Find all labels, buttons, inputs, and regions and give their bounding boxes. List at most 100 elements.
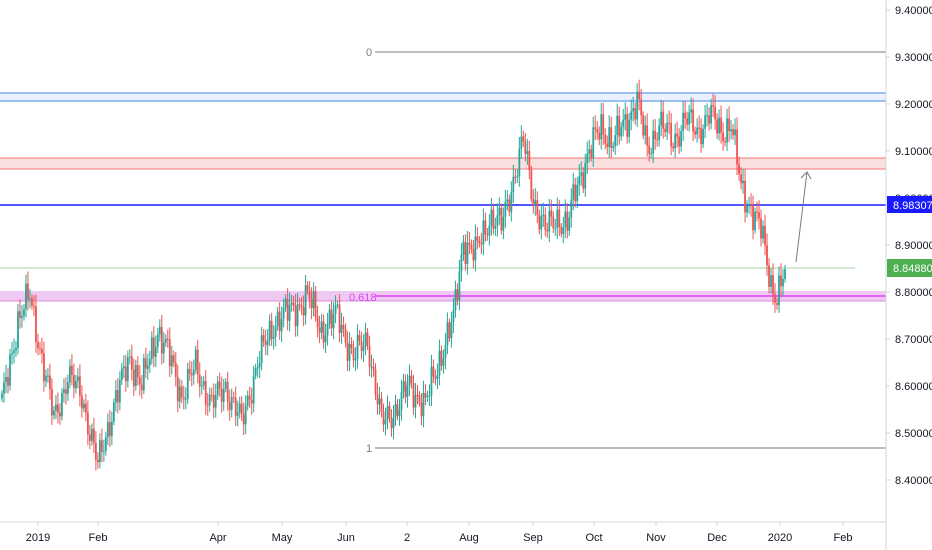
candle-down — [352, 347, 355, 361]
candle-up — [384, 419, 387, 425]
candle-up — [458, 271, 461, 301]
candle-down — [638, 91, 641, 100]
candle-down — [776, 302, 778, 305]
candle-down — [79, 376, 81, 396]
candle-down — [210, 394, 213, 396]
candle-up — [562, 227, 565, 234]
candle-up — [386, 406, 389, 420]
candle-up — [224, 381, 227, 389]
candle-down — [366, 332, 369, 347]
candle-down — [330, 309, 333, 329]
candle-down — [31, 298, 33, 306]
candle-down — [602, 114, 605, 135]
candle-up — [69, 365, 71, 383]
fib-label-0618: 0.618 — [349, 292, 377, 304]
candle-up — [61, 392, 63, 417]
candle-up — [354, 358, 357, 361]
candle-down — [698, 127, 701, 129]
candle-down — [642, 115, 645, 136]
candle-down — [508, 199, 511, 212]
price-badge-last-text: 8.84880 — [893, 263, 932, 275]
candle-up — [660, 111, 663, 126]
candle-up — [192, 369, 195, 376]
candle-up — [284, 298, 287, 308]
candle-up — [542, 214, 545, 217]
candle-up — [120, 368, 123, 380]
candle-up — [706, 115, 708, 117]
candle-up — [504, 201, 507, 217]
price-tick-label: 9.10000 — [895, 146, 932, 158]
candle-up — [146, 365, 149, 369]
candle-up — [680, 130, 683, 147]
candle-down — [676, 133, 679, 137]
candle-down — [33, 305, 35, 307]
candle-down — [514, 176, 517, 178]
candle-up — [142, 358, 145, 391]
candle-up — [324, 335, 327, 343]
candle-down — [71, 365, 73, 376]
candle-up — [422, 393, 425, 417]
candle-up — [510, 192, 513, 212]
candle-up — [494, 225, 497, 229]
candle-down — [180, 386, 183, 398]
candle-down — [582, 172, 585, 189]
candle-up — [624, 114, 627, 120]
candle-down — [522, 136, 525, 142]
candle-down — [410, 375, 413, 384]
candle-up — [444, 345, 447, 359]
candle-up — [216, 381, 219, 395]
candle-down — [416, 395, 419, 397]
candle-up — [244, 406, 247, 425]
candle-up — [55, 404, 57, 411]
candle-up — [442, 358, 445, 366]
time-axis[interactable]: 2019 Feb Apr May Jun 2 Aug Sep Oct Nov Dec 2020 Feb — [0, 521, 886, 544]
candle-up — [564, 211, 567, 228]
candle-up — [674, 133, 677, 149]
candle-down — [204, 381, 207, 405]
price-badge-level-bg — [887, 196, 932, 213]
candle-down — [434, 376, 437, 379]
candle-up — [614, 135, 617, 147]
candle-down — [182, 397, 185, 400]
candle-down — [656, 139, 659, 141]
time-tick-label: Feb — [89, 532, 108, 544]
price-axis[interactable]: 9.400009.300009.200009.100009.000008.900… — [885, 0, 932, 550]
candle-down — [530, 170, 533, 200]
candle-up — [568, 217, 571, 231]
candle-down — [590, 149, 593, 158]
candle-down — [538, 215, 541, 230]
price-tick-label: 8.50000 — [895, 428, 932, 440]
candle-up — [726, 118, 728, 143]
candle-up — [782, 278, 784, 287]
candle-up — [364, 332, 367, 347]
time-tick-label: 2019 — [26, 532, 50, 544]
candle-up — [436, 375, 439, 379]
candle-down — [314, 291, 317, 317]
candle-up — [400, 391, 403, 410]
candle-down — [500, 207, 503, 231]
candle-down — [172, 355, 175, 363]
candle-down — [532, 199, 535, 205]
candle-down — [39, 348, 41, 350]
candle-down — [344, 329, 347, 343]
candle-down — [550, 210, 553, 217]
candle-down — [724, 141, 726, 143]
candle-up — [158, 327, 161, 335]
candle-down — [242, 414, 245, 425]
candle-down — [51, 389, 53, 416]
time-tick-label: Aug — [459, 532, 479, 544]
candle-up — [112, 402, 115, 422]
candle-down — [86, 412, 89, 435]
candle-down — [338, 304, 341, 333]
candle-up — [650, 153, 653, 155]
candle-down — [668, 122, 671, 124]
candle-up — [45, 375, 47, 382]
candle-up — [498, 207, 501, 216]
candle-up — [548, 210, 551, 232]
candle-down — [654, 130, 657, 140]
candle-down — [722, 132, 724, 142]
time-tick-label: Nov — [646, 532, 666, 544]
candle-down — [552, 216, 555, 229]
candle-down — [574, 184, 577, 202]
